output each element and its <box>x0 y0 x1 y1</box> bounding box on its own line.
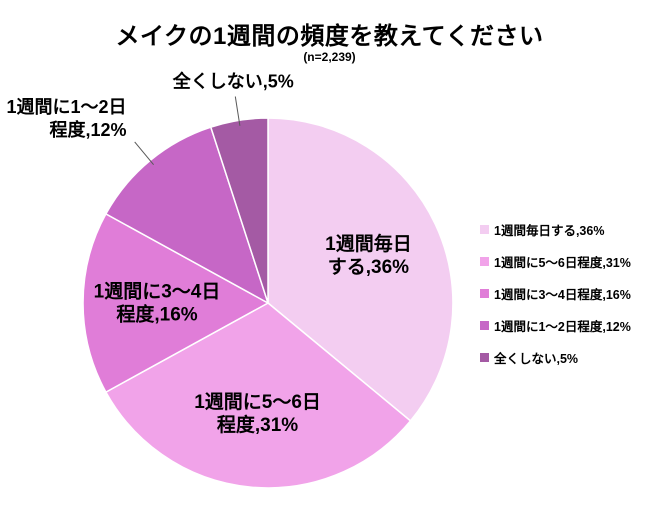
legend-label: 1週間に1〜2日程度,12% <box>494 320 631 334</box>
legend-item-3: 1週間に3〜4日程度,16% <box>480 284 631 303</box>
data-label: 1週間に3〜4日程度,16% <box>94 281 221 326</box>
chart-subtitle: (n=2,239) <box>303 50 356 64</box>
data-label: 1週間に1〜2日程度,12% <box>6 97 126 140</box>
pie-slice-1 <box>267 117 454 422</box>
data-label: 1週間に5〜6日程度,31% <box>194 391 321 436</box>
legend-label: 1週間に3〜4日程度,16% <box>494 288 631 302</box>
legend-swatch <box>480 353 489 362</box>
legend-swatch <box>480 289 489 298</box>
legend-item-5: 全くしない,5% <box>480 348 631 367</box>
legend-item-1: 1週間毎日する,36% <box>480 220 631 239</box>
pie-slice-2 <box>104 302 412 489</box>
legend-swatch <box>480 321 489 330</box>
legend-swatch <box>480 225 489 234</box>
legend-label: 1週間毎日する,36% <box>494 224 605 238</box>
data-label: 全くしない,5% <box>172 71 294 92</box>
legend-label: 1週間に5〜6日程度,31% <box>494 256 631 270</box>
legend-swatch <box>480 257 489 266</box>
chart-title: メイクの1週間の頻度を教えてください <box>115 23 544 50</box>
leader-line <box>134 141 154 166</box>
legend: 1週間毎日する,36% 1週間に5〜6日程度,31% 1週間に3〜4日程度,16% 1… <box>480 220 631 367</box>
pie-slice-3 <box>82 212 270 394</box>
data-label: 1週間毎日する,36% <box>325 232 412 278</box>
leader-line <box>234 96 241 126</box>
legend-item-2: 1週間に5〜6日程度,31% <box>480 252 631 271</box>
legend-label: 全くしない,5% <box>494 352 579 366</box>
legend-item-4: 1週間に1〜2日程度,12% <box>480 316 631 335</box>
